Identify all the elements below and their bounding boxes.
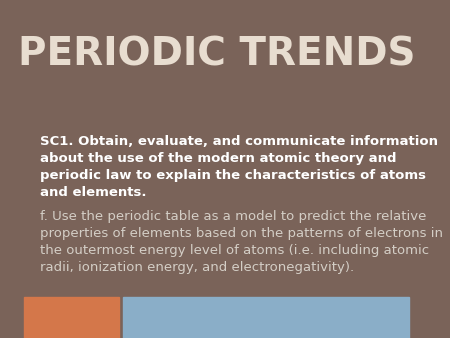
Text: SC1. Obtain, evaluate, and communicate information about the use of the modern a: SC1. Obtain, evaluate, and communicate i… [40,135,438,199]
Bar [122,297,410,338]
Text: f. Use the periodic table as a model to predict the relative properties of eleme: f. Use the periodic table as a model to … [40,210,443,273]
Bar [24,297,119,338]
Text: PERIODIC TRENDS: PERIODIC TRENDS [18,35,416,73]
